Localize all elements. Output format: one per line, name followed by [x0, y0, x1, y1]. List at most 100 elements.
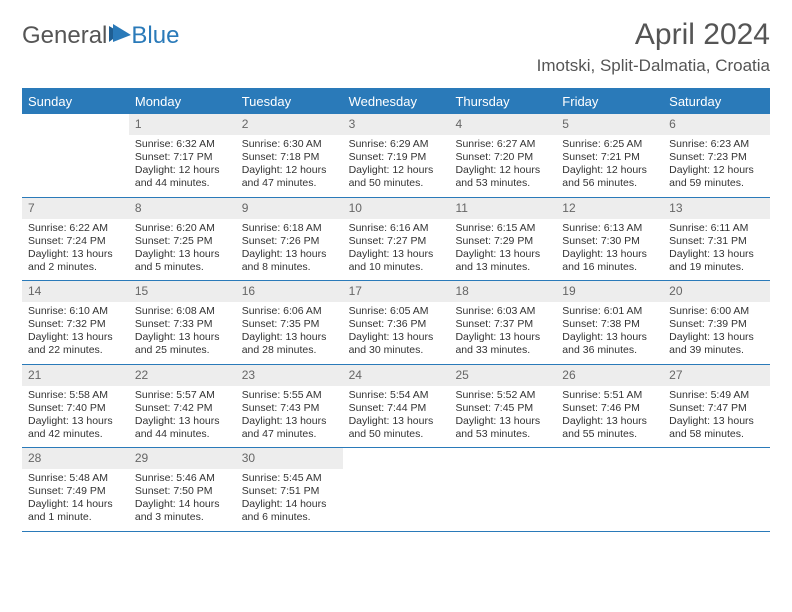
day-number: 26: [556, 365, 663, 386]
week-row: 14Sunrise: 6:10 AMSunset: 7:32 PMDayligh…: [22, 281, 770, 365]
day-info-line: Sunrise: 6:13 AM: [562, 222, 659, 235]
day-info-line: and 13 minutes.: [455, 261, 552, 274]
weekday-header: Sunday: [22, 90, 129, 114]
day-info: Sunrise: 6:22 AMSunset: 7:24 PMDaylight:…: [22, 222, 129, 275]
day-info: Sunrise: 6:27 AMSunset: 7:20 PMDaylight:…: [449, 138, 556, 191]
weekday-header: Wednesday: [343, 90, 450, 114]
day-cell: [343, 448, 450, 531]
day-cell: 11Sunrise: 6:15 AMSunset: 7:29 PMDayligh…: [449, 198, 556, 281]
logo: General Blue: [22, 18, 179, 50]
day-info-line: Daylight: 13 hours: [349, 415, 446, 428]
day-info-line: Sunset: 7:46 PM: [562, 402, 659, 415]
day-number: 7: [22, 198, 129, 219]
day-cell: 14Sunrise: 6:10 AMSunset: 7:32 PMDayligh…: [22, 281, 129, 364]
weekday-header-row: Sunday Monday Tuesday Wednesday Thursday…: [22, 90, 770, 114]
day-cell: 3 Sunrise: 6:29 AMSunset: 7:19 PMDaylight…: [343, 114, 450, 197]
day-info-line: and 55 minutes.: [562, 428, 659, 441]
day-cell: 24Sunrise: 5:54 AMSunset: 7:44 PMDayligh…: [343, 365, 450, 448]
day-info: Sunrise: 6:01 AMSunset: 7:38 PMDaylight:…: [556, 305, 663, 358]
day-info-line: Sunset: 7:36 PM: [349, 318, 446, 331]
day-cell: 22Sunrise: 5:57 AMSunset: 7:42 PMDayligh…: [129, 365, 236, 448]
day-info-line: and 1 minute.: [28, 511, 125, 524]
day-info: Sunrise: 6:20 AMSunset: 7:25 PMDaylight:…: [129, 222, 236, 275]
day-info-line: and 53 minutes.: [455, 428, 552, 441]
day-cell: 29Sunrise: 5:46 AMSunset: 7:50 PMDayligh…: [129, 448, 236, 531]
day-number: 22: [129, 365, 236, 386]
day-info-line: and 39 minutes.: [669, 344, 766, 357]
day-number: 6: [663, 114, 770, 135]
day-info-line: Sunset: 7:21 PM: [562, 151, 659, 164]
day-info-line: Sunset: 7:37 PM: [455, 318, 552, 331]
day-number: 4: [449, 114, 556, 135]
day-cell: 30Sunrise: 5:45 AMSunset: 7:51 PMDayligh…: [236, 448, 343, 531]
logo-text-1: General: [22, 22, 107, 50]
day-number: 25: [449, 365, 556, 386]
day-info: Sunrise: 5:49 AMSunset: 7:47 PMDaylight:…: [663, 389, 770, 442]
day-info-line: Sunrise: 6:08 AM: [135, 305, 232, 318]
day-info-line: Sunset: 7:24 PM: [28, 235, 125, 248]
day-info-line: and 6 minutes.: [242, 511, 339, 524]
day-info-line: Sunset: 7:43 PM: [242, 402, 339, 415]
day-info-line: Sunset: 7:19 PM: [349, 151, 446, 164]
day-info-line: and 56 minutes.: [562, 177, 659, 190]
day-info-line: Sunset: 7:42 PM: [135, 402, 232, 415]
day-info: Sunrise: 6:00 AMSunset: 7:39 PMDaylight:…: [663, 305, 770, 358]
day-info-line: Daylight: 13 hours: [242, 415, 339, 428]
day-cell: 6Sunrise: 6:23 AMSunset: 7:23 PMDaylight…: [663, 114, 770, 197]
day-info: Sunrise: 6:08 AMSunset: 7:33 PMDaylight:…: [129, 305, 236, 358]
day-info-line: Daylight: 12 hours: [455, 164, 552, 177]
day-info-line: Sunset: 7:40 PM: [28, 402, 125, 415]
day-info-line: Daylight: 13 hours: [349, 331, 446, 344]
day-cell: 26Sunrise: 5:51 AMSunset: 7:46 PMDayligh…: [556, 365, 663, 448]
day-info: Sunrise: 6:29 AMSunset: 7:19 PMDaylight:…: [343, 138, 450, 191]
day-info: Sunrise: 6:15 AMSunset: 7:29 PMDaylight:…: [449, 222, 556, 275]
week-row: 7 Sunrise: 6:22 AMSunset: 7:24 PMDaylight…: [22, 198, 770, 282]
day-info-line: Sunrise: 6:15 AM: [455, 222, 552, 235]
day-info-line: Sunrise: 6:30 AM: [242, 138, 339, 151]
day-info-line: Sunrise: 6:18 AM: [242, 222, 339, 235]
day-info-line: and 50 minutes.: [349, 428, 446, 441]
day-info: Sunrise: 5:52 AMSunset: 7:45 PMDaylight:…: [449, 389, 556, 442]
day-info-line: and 42 minutes.: [28, 428, 125, 441]
day-cell: 15 Sunrise: 6:08 AMSunset: 7:33 PMDayligh…: [129, 281, 236, 364]
header: General Blue April 2024 Imotski, Split-D…: [22, 18, 770, 76]
day-info-line: Daylight: 13 hours: [135, 248, 232, 261]
day-info-line: Daylight: 13 hours: [455, 331, 552, 344]
day-cell: [449, 448, 556, 531]
day-info-line: Daylight: 14 hours: [135, 498, 232, 511]
day-info-line: Sunrise: 5:48 AM: [28, 472, 125, 485]
day-info-line: and 53 minutes.: [455, 177, 552, 190]
day-info: Sunrise: 6:16 AMSunset: 7:27 PMDaylight:…: [343, 222, 450, 275]
day-number: 13: [663, 198, 770, 219]
day-info-line: Sunrise: 6:03 AM: [455, 305, 552, 318]
day-info-line: Sunset: 7:18 PM: [242, 151, 339, 164]
day-cell: 12Sunrise: 6:13 AMSunset: 7:30 PMDayligh…: [556, 198, 663, 281]
day-info-line: Daylight: 13 hours: [242, 248, 339, 261]
location-text: Imotski, Split-Dalmatia, Croatia: [537, 56, 770, 76]
day-cell: 13Sunrise: 6:11 AMSunset: 7:31 PMDayligh…: [663, 198, 770, 281]
day-info: Sunrise: 5:45 AMSunset: 7:51 PMDaylight:…: [236, 472, 343, 525]
day-number: 3: [343, 114, 450, 135]
day-cell: 4 Sunrise: 6:27 AMSunset: 7:20 PMDaylight…: [449, 114, 556, 197]
day-info-line: Daylight: 13 hours: [349, 248, 446, 261]
day-number: 28: [22, 448, 129, 469]
day-info-line: Sunset: 7:17 PM: [135, 151, 232, 164]
day-cell: 5Sunrise: 6:25 AMSunset: 7:21 PMDaylight…: [556, 114, 663, 197]
day-info-line: Sunset: 7:39 PM: [669, 318, 766, 331]
day-info-line: Sunset: 7:29 PM: [455, 235, 552, 248]
day-info: Sunrise: 6:32 AMSunset: 7:17 PMDaylight:…: [129, 138, 236, 191]
day-info-line: Sunrise: 6:32 AM: [135, 138, 232, 151]
day-info-line: Sunset: 7:32 PM: [28, 318, 125, 331]
week-row: 1Sunrise: 6:32 AMSunset: 7:17 PMDaylight…: [22, 114, 770, 198]
day-info-line: Sunrise: 6:29 AM: [349, 138, 446, 151]
day-info-line: and 47 minutes.: [242, 177, 339, 190]
day-number: 20: [663, 281, 770, 302]
day-info-line: Daylight: 13 hours: [669, 415, 766, 428]
day-info-line: Daylight: 13 hours: [562, 248, 659, 261]
day-cell: 9Sunrise: 6:18 AMSunset: 7:26 PMDaylight…: [236, 198, 343, 281]
day-info-line: Sunset: 7:26 PM: [242, 235, 339, 248]
day-info-line: and 22 minutes.: [28, 344, 125, 357]
day-number: 15: [129, 281, 236, 302]
day-cell: 8Sunrise: 6:20 AMSunset: 7:25 PMDaylight…: [129, 198, 236, 281]
day-info-line: Daylight: 13 hours: [28, 248, 125, 261]
